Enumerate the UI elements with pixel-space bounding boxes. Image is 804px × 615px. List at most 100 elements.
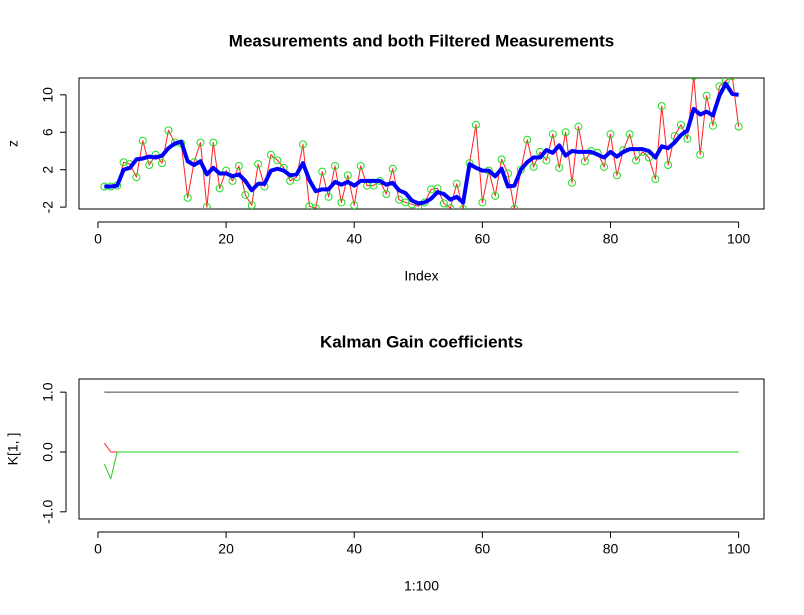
data-point (215, 184, 224, 193)
data-point (625, 130, 634, 139)
data-point (132, 173, 141, 182)
data-point (254, 160, 263, 169)
data-point (311, 204, 320, 209)
data-point (709, 121, 718, 130)
data-point (318, 167, 327, 176)
y-axis-label: z (5, 140, 21, 147)
x-tick-label: 60 (475, 541, 491, 557)
data-point (266, 150, 275, 159)
x-tick-label: 20 (218, 231, 234, 247)
x-tick-label: 80 (603, 541, 619, 557)
y-tick-label: -2 (40, 201, 56, 214)
data-point (612, 171, 621, 180)
data-point (164, 126, 173, 135)
data-point (542, 156, 551, 165)
x-tick-label: 100 (727, 541, 751, 557)
data-point (196, 138, 205, 147)
x-tick-label: 20 (218, 541, 234, 557)
data-point (690, 78, 698, 81)
data-point (651, 175, 660, 184)
data-point (529, 162, 538, 171)
data-point (664, 161, 673, 170)
data-point (606, 130, 615, 139)
y-axis-label: K[1, ] (5, 433, 21, 466)
data-point (350, 201, 359, 209)
data-point (324, 192, 333, 201)
data-point (343, 171, 352, 180)
x-tick-label: 60 (475, 231, 491, 247)
series-line (104, 78, 740, 209)
data-point (702, 91, 711, 100)
data-point (286, 176, 295, 185)
data-point (734, 122, 743, 131)
series-line (103, 442, 739, 453)
data-point (600, 162, 609, 171)
y-tick-label: 10 (40, 87, 56, 103)
data-point (183, 193, 192, 202)
data-point (580, 157, 589, 166)
data-point (459, 205, 468, 209)
data-point (273, 156, 282, 165)
data-point (202, 203, 211, 209)
data-point (561, 128, 570, 137)
x-axis-label: Index (404, 268, 438, 284)
data-point (510, 205, 519, 209)
data-point (388, 164, 397, 173)
y-tick-label: -1.0 (40, 500, 56, 524)
x-tick-label: 100 (727, 231, 751, 247)
data-point (555, 163, 564, 172)
data-point (356, 161, 365, 170)
y-tick-label: 0.0 (40, 442, 56, 462)
data-point (446, 204, 455, 209)
data-point (427, 185, 436, 194)
chart-title: Measurements and both Filtered Measureme… (229, 31, 614, 50)
x-tick-label: 0 (94, 231, 102, 247)
plot-box (78, 378, 765, 520)
data-point (548, 130, 557, 139)
data-point (247, 201, 256, 209)
data-point (491, 191, 500, 200)
plot-area (103, 391, 739, 480)
data-point (298, 140, 307, 149)
data-point (683, 134, 692, 143)
x-axis-label: 1:100 (404, 578, 439, 594)
data-point (632, 156, 641, 165)
data-point (696, 150, 705, 159)
data-point (382, 190, 391, 199)
data-point (657, 102, 666, 111)
chart-title: Kalman Gain coefficients (320, 332, 523, 351)
data-point (234, 161, 243, 170)
data-point (452, 179, 461, 188)
data-point (337, 198, 346, 207)
data-point (439, 199, 448, 208)
series-line (104, 81, 739, 206)
data-point (523, 135, 532, 144)
x-tick-label: 80 (603, 231, 619, 247)
data-point (241, 190, 250, 199)
data-point (331, 161, 340, 170)
data-point (138, 136, 147, 145)
data-point (728, 78, 736, 81)
plot-box (78, 77, 765, 210)
data-point (568, 178, 577, 187)
y-tick-label: 1.0 (40, 382, 56, 402)
x-tick-label: 40 (346, 541, 362, 557)
series-line (103, 451, 739, 480)
data-point (145, 161, 154, 170)
x-tick-label: 0 (94, 541, 102, 557)
data-point (497, 155, 506, 164)
y-tick-label: 6 (40, 128, 56, 136)
data-point (644, 153, 653, 162)
data-point (574, 122, 583, 131)
plot-area (100, 78, 743, 209)
data-point (478, 198, 487, 207)
x-tick-label: 40 (346, 231, 362, 247)
data-point (158, 159, 167, 168)
y-tick-label: 2 (40, 166, 56, 174)
data-point (471, 120, 480, 129)
data-point (676, 120, 685, 129)
data-point (209, 138, 218, 147)
data-point (395, 195, 404, 204)
